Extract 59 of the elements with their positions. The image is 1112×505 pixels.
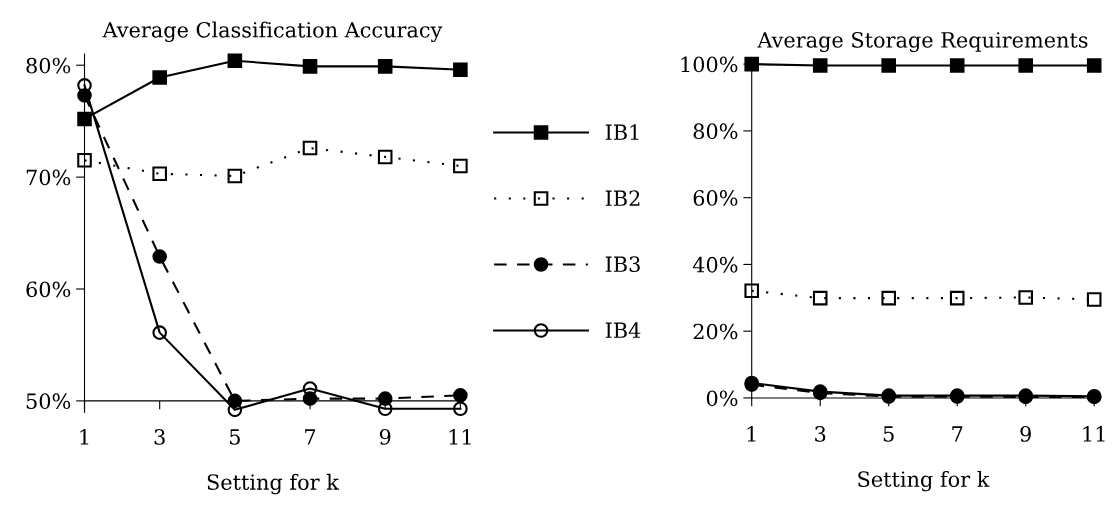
point [949,58,965,73]
point [949,290,965,306]
point [152,70,167,85]
x-tick-label: 7 [952,426,963,442]
point [377,401,393,417]
x-tick-label: 7 [305,429,316,445]
legend-label: IB1 [605,124,639,140]
x-tick-label: 5 [230,429,240,445]
point [881,58,896,73]
y-tick-label: 70% [26,169,71,186]
y-tick-label: 80% [693,123,738,140]
point [812,58,828,73]
chart-title: Average Storage Requirements [757,32,1088,53]
y-tick-label: 50% [26,393,71,410]
point [77,153,92,168]
point [1086,292,1102,307]
point [812,290,828,306]
x-axis-title: Setting for k [858,470,990,492]
point [152,249,167,264]
y-tick-label: 60% [693,190,738,206]
point [302,140,318,156]
point [881,290,896,306]
legend-label: IB4 [605,322,641,338]
x-tick-label: 3 [815,426,826,442]
x-tick-label: 11 [449,429,471,445]
point [77,78,92,93]
y-tick-label: 20% [693,323,738,340]
point [227,53,243,69]
x-tick-label: 3 [154,429,165,445]
point [453,388,468,403]
x-tick-label: 9 [1020,426,1031,442]
point [152,325,167,340]
point [77,111,92,127]
legend-label: IB3 [605,256,640,273]
x-tick-label: 1 [747,426,756,442]
point [377,59,393,74]
x-tick-label: 9 [379,429,391,445]
x-tick-label: 1 [80,429,89,445]
point [1018,290,1033,305]
x-axis-title: Setting for k [207,473,339,495]
point [744,283,759,299]
y-tick-label: 100% [681,56,738,73]
y-tick-label: 40% [692,256,738,273]
y-tick-label: 60% [26,281,71,298]
y-tick-label: 80% [26,57,71,74]
x-tick-label: 11 [1083,426,1105,442]
point [453,158,468,174]
point [1018,58,1033,73]
point [302,59,318,74]
legend-label: IB2 [605,190,640,206]
y-tick-label: 0% [706,390,738,407]
x-tick-label: 5 [883,426,894,442]
point [453,62,468,77]
point [227,168,243,184]
point [302,381,318,396]
point [152,166,167,182]
chart-title: Average Classification Accuracy [102,21,443,42]
point [1086,58,1102,73]
point [377,149,393,165]
